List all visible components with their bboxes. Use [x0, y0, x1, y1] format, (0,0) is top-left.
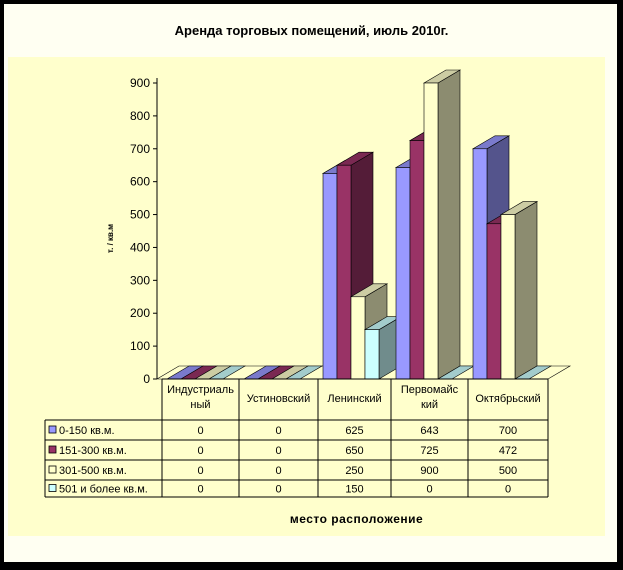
table-value: 0 — [197, 465, 203, 477]
table-value: 650 — [345, 445, 363, 457]
bar — [364, 329, 380, 380]
category-label: кий — [421, 399, 438, 411]
table-value: 0 — [197, 445, 203, 457]
bar — [486, 223, 502, 380]
y-tick-label: 100 — [130, 339, 150, 353]
bar — [409, 140, 425, 380]
y-tick-label: 0 — [143, 372, 150, 386]
y-tick-label: 600 — [130, 175, 150, 189]
y-tick-label: 900 — [130, 76, 150, 90]
bar — [322, 173, 338, 380]
legend-swatch — [48, 465, 57, 474]
legend-label: 301-500 кв.м. — [59, 465, 127, 477]
table-value: 725 — [420, 445, 438, 457]
table-value: 0 — [197, 425, 203, 437]
legend-label: 501 и более кв.м. — [59, 484, 148, 496]
bar — [423, 82, 439, 380]
table-value: 0 — [505, 484, 511, 496]
table-value: 643 — [420, 425, 438, 437]
y-tick-label: 200 — [130, 306, 150, 320]
bar — [500, 214, 516, 380]
table-value: 0 — [275, 484, 281, 496]
legend-swatch — [48, 484, 57, 492]
y-tick-label: 800 — [130, 109, 150, 123]
table-value: 150 — [345, 484, 363, 496]
category-label: ный — [190, 399, 210, 411]
bar — [350, 296, 366, 380]
x-axis-label: место расположение — [289, 512, 424, 526]
table-value: 700 — [499, 425, 517, 437]
category-label: Октябрьский — [475, 393, 540, 405]
chart-title: Аренда торговых помещений, июль 2010г. — [174, 23, 449, 38]
table-value: 500 — [499, 465, 517, 477]
y-tick-label: 700 — [130, 142, 150, 156]
table-value: 0 — [275, 465, 281, 477]
y-tick-label: 500 — [130, 208, 150, 222]
category-label: Устиновский — [247, 393, 310, 405]
bar — [472, 148, 488, 380]
y-tick-label: 400 — [130, 240, 150, 254]
table-value: 250 — [345, 465, 363, 477]
bar-side — [437, 69, 461, 380]
category-label: Ленинский — [327, 393, 381, 405]
legend-swatch — [48, 425, 57, 434]
category-label: Первомайс — [401, 384, 459, 396]
legend-label: 151-300 кв.м. — [59, 445, 127, 457]
table-value: 0 — [197, 484, 203, 496]
bar-side — [514, 201, 538, 380]
y-tick-label: 300 — [130, 273, 150, 287]
table-value: 0 — [426, 484, 432, 496]
legend-swatch — [48, 445, 57, 454]
table-value: 0 — [275, 425, 281, 437]
table-value: 625 — [345, 425, 363, 437]
category-label: Индустриаль — [167, 384, 234, 396]
bar — [336, 164, 352, 380]
legend-label: 0-150 кв.м. — [59, 425, 115, 437]
table-value: 0 — [275, 445, 281, 457]
table-value: 900 — [420, 465, 438, 477]
bar — [395, 167, 411, 380]
table-value: 472 — [499, 445, 517, 457]
